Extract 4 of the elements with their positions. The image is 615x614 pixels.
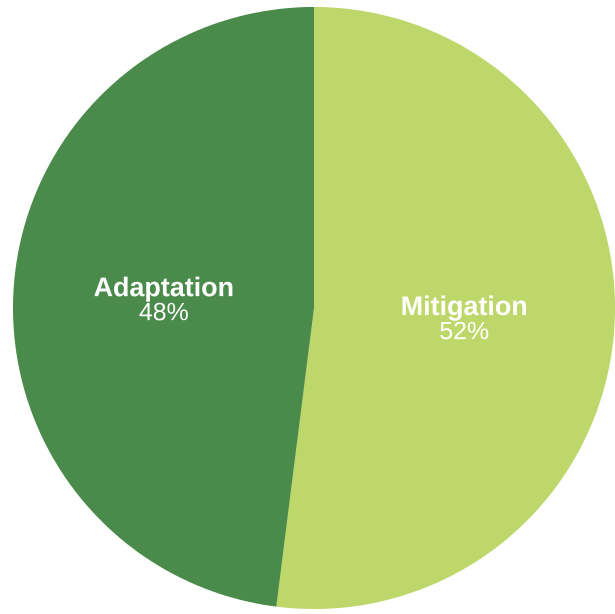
slice-label: Adaptation [94,276,232,302]
data-label: 48% [139,302,188,320]
slice-label: Mitigation [402,296,526,321]
data-label: 52% [440,322,488,340]
